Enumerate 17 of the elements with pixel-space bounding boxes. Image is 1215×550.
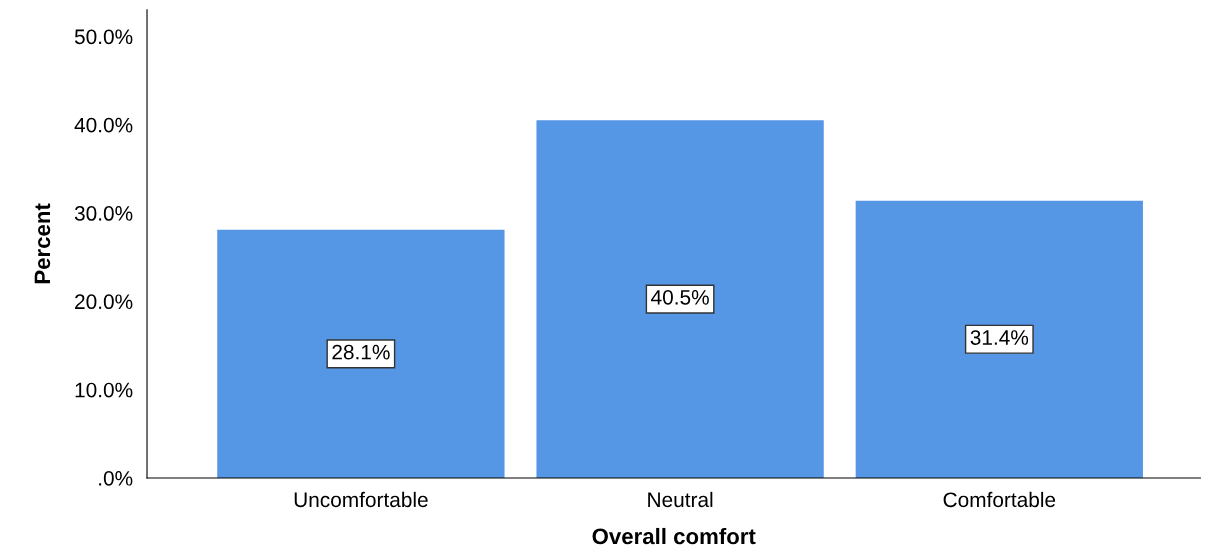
x-tick-label: Uncomfortable: [294, 491, 428, 508]
y-tick-label: 30.0%: [74, 206, 133, 221]
y-axis-title: Percent: [34, 203, 51, 284]
x-axis-title: Overall comfort: [592, 527, 756, 545]
x-tick-label: Comfortable: [943, 491, 1056, 508]
y-tick-label: 10.0%: [75, 382, 133, 398]
data-label: 40.5%: [651, 289, 709, 305]
y-tick-label: 40.0%: [74, 117, 133, 133]
data-label: 28.1%: [332, 344, 390, 360]
data-label: 31.4%: [970, 330, 1029, 345]
y-tick-label: 20.0%: [75, 294, 133, 310]
y-tick-label: 50.0%: [74, 29, 133, 45]
bar: [536, 120, 824, 478]
x-tick-label: Neutral: [648, 491, 713, 508]
bar: [855, 200, 1143, 478]
y-tick-label: .0%: [99, 470, 133, 486]
bar: [217, 229, 505, 478]
